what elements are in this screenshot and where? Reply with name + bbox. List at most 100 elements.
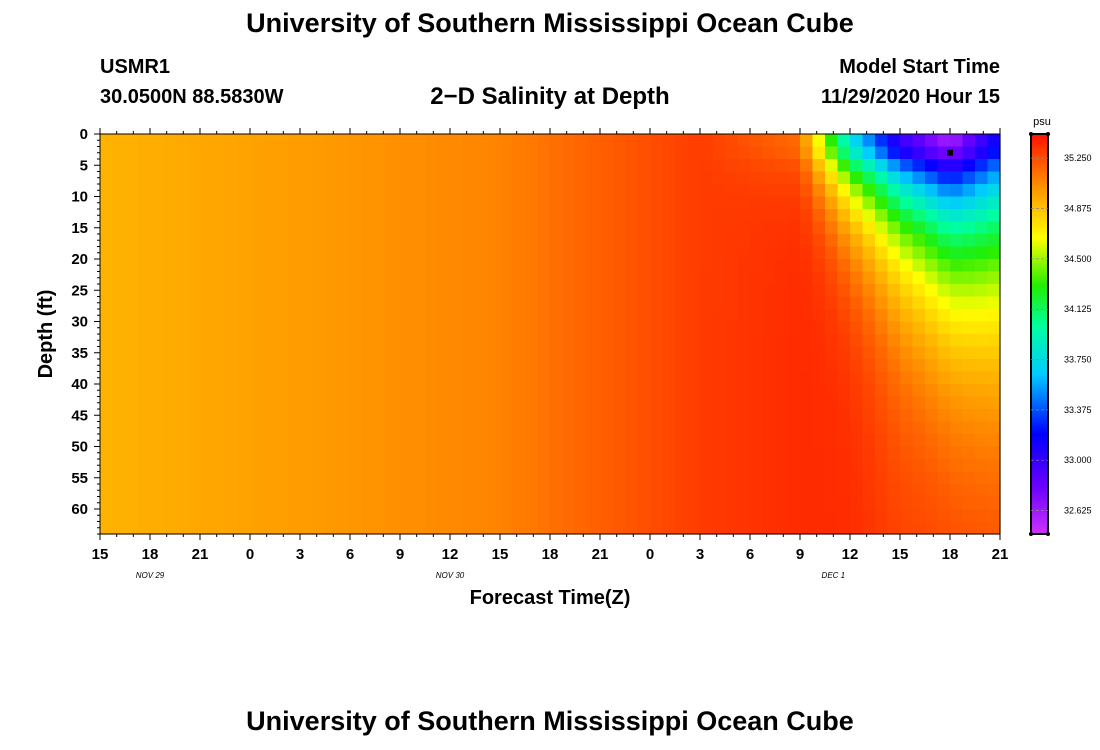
heatmap-cell: [937, 221, 951, 235]
heatmap-cell: [812, 471, 826, 485]
heatmap-cell: [725, 409, 739, 423]
heatmap-cell: [750, 346, 764, 360]
heatmap-cell: [187, 321, 201, 335]
colorbar-tick-label: 34.875: [1064, 203, 1092, 213]
heatmap-cell: [525, 484, 539, 498]
heatmap-cell: [887, 371, 901, 385]
heatmap-cell: [312, 159, 326, 173]
heatmap-cell: [200, 196, 214, 210]
heatmap-cell: [512, 321, 526, 335]
heatmap-cell: [425, 146, 439, 160]
heatmap-cell: [175, 509, 189, 523]
heatmap-cell: [137, 484, 151, 498]
heatmap-cell: [100, 359, 114, 373]
heatmap-cell: [787, 259, 801, 273]
heatmap-cell: [712, 221, 726, 235]
heatmap-cell: [350, 146, 364, 160]
heatmap-cell: [625, 221, 639, 235]
heatmap-cell: [487, 196, 501, 210]
heatmap-cell: [387, 384, 401, 398]
heatmap-cell: [237, 309, 251, 323]
heatmap-cell: [600, 409, 614, 423]
heatmap-cell: [987, 459, 1001, 473]
heatmap-cell: [437, 346, 451, 360]
heatmap-cell: [787, 309, 801, 323]
heatmap-cell: [962, 371, 976, 385]
heatmap-cell: [225, 509, 239, 523]
heatmap-cell: [175, 346, 189, 360]
heatmap-cell: [600, 271, 614, 285]
heatmap-cell: [312, 134, 326, 148]
heatmap-cell: [337, 196, 351, 210]
heatmap-cell: [450, 271, 464, 285]
heatmap-cell: [725, 521, 739, 535]
heatmap-cell: [862, 259, 876, 273]
heatmap-cell: [637, 446, 651, 460]
heatmap-cell: [300, 271, 314, 285]
heatmap-cell: [850, 171, 864, 185]
heatmap-cell: [125, 196, 139, 210]
heatmap-cell: [900, 434, 914, 448]
heatmap-cell: [675, 296, 689, 310]
heatmap-cell: [875, 384, 889, 398]
heatmap-cell: [762, 509, 776, 523]
heatmap-cell: [225, 484, 239, 498]
heatmap-cell: [787, 346, 801, 360]
heatmap-cell: [250, 421, 264, 435]
heatmap-cell: [212, 396, 226, 410]
heatmap-cell: [637, 346, 651, 360]
heatmap-cell: [937, 246, 951, 260]
heatmap-cell: [887, 184, 901, 198]
heatmap-cell: [537, 509, 551, 523]
heatmap-cell: [450, 159, 464, 173]
heatmap-cell: [387, 184, 401, 198]
heatmap-cell: [225, 459, 239, 473]
heatmap-cell: [950, 484, 964, 498]
heatmap-cell: [587, 521, 601, 535]
heatmap-cell: [500, 334, 514, 348]
heatmap-cell: [487, 359, 501, 373]
heatmap-cell: [637, 396, 651, 410]
heatmap-cell: [662, 159, 676, 173]
heatmap-cell: [287, 484, 301, 498]
heatmap-cell: [937, 359, 951, 373]
heatmap-cell: [325, 284, 339, 298]
heatmap-cell: [437, 484, 451, 498]
heatmap-cell: [275, 409, 289, 423]
heatmap-cell: [212, 409, 226, 423]
heatmap-cell: [500, 259, 514, 273]
heatmap-cell: [425, 434, 439, 448]
heatmap-cell: [700, 321, 714, 335]
heatmap-cell: [150, 184, 164, 198]
heatmap-cell: [787, 496, 801, 510]
heatmap-cell: [475, 146, 489, 160]
heatmap-cell: [275, 271, 289, 285]
heatmap-cell: [262, 309, 276, 323]
heatmap-cell: [687, 384, 701, 398]
heatmap-cell: [762, 171, 776, 185]
heatmap-cell: [462, 321, 476, 335]
heatmap-cell: [900, 134, 914, 148]
heatmap-cell: [412, 159, 426, 173]
heatmap-cell: [587, 434, 601, 448]
heatmap-cell: [712, 421, 726, 435]
heatmap-cell: [962, 159, 976, 173]
heatmap-cell: [600, 159, 614, 173]
heatmap-cell: [987, 296, 1001, 310]
heatmap-cell: [150, 359, 164, 373]
heatmap-cell: [112, 496, 126, 510]
heatmap-cell: [362, 159, 376, 173]
heatmap-cell: [337, 246, 351, 260]
heatmap-cell: [837, 234, 851, 248]
heatmap-cell: [137, 446, 151, 460]
heatmap-cell: [237, 446, 251, 460]
heatmap-cell: [337, 221, 351, 235]
heatmap-cell: [887, 309, 901, 323]
heatmap-cell: [850, 159, 864, 173]
heatmap-cell: [175, 284, 189, 298]
heatmap-cell: [400, 496, 414, 510]
heatmap-cell: [312, 484, 326, 498]
heatmap-cell: [412, 246, 426, 260]
heatmap-cell: [837, 159, 851, 173]
heatmap-cell: [800, 509, 814, 523]
